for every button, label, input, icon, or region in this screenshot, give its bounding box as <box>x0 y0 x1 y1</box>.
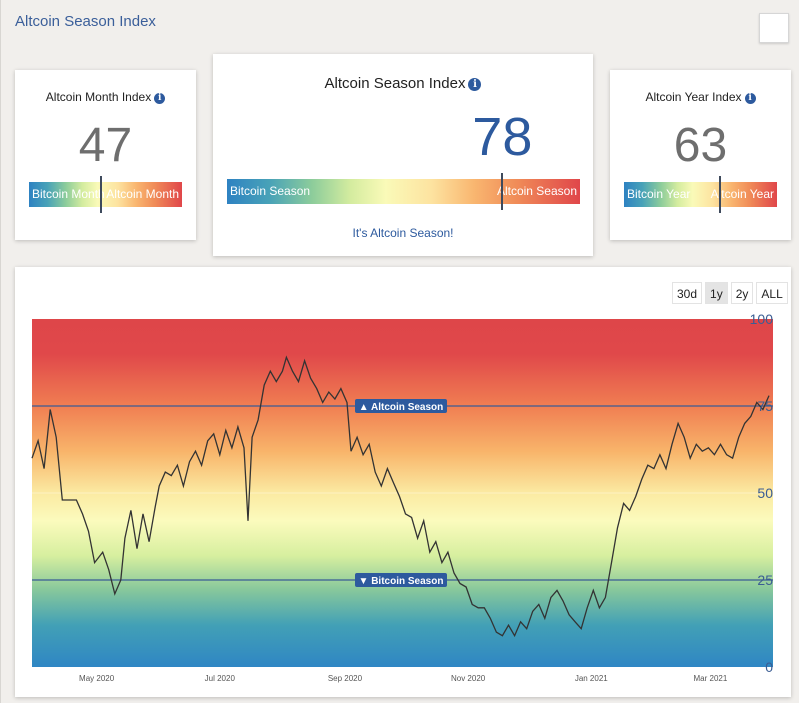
y-tick-label: 50 <box>757 485 773 501</box>
x-tick-label: Nov 2020 <box>451 674 486 683</box>
season-index-card: Altcoin Season Index i 78 Bitcoin Season … <box>213 54 593 256</box>
x-tick-label: Sep 2020 <box>328 674 363 683</box>
year-index-value: 63 <box>673 119 728 172</box>
month-index-title: Altcoin Month Index i <box>15 90 196 104</box>
range-2y-button[interactable]: 2y <box>730 282 754 304</box>
info-icon[interactable]: i <box>154 93 166 104</box>
info-icon[interactable]: i <box>468 78 482 91</box>
range-30d-button[interactable]: 30d <box>672 282 703 304</box>
x-tick-label: Jul 2020 <box>205 674 236 683</box>
gauge-marker <box>719 176 722 213</box>
y-tick-label: 25 <box>757 572 773 588</box>
range-1y-button[interactable]: 1y <box>705 282 728 304</box>
range-all-button[interactable]: ALL <box>756 282 788 304</box>
x-tick-label: Mar 2021 <box>694 674 728 683</box>
range-selector: 30d 1y 2y ALL <box>672 282 788 304</box>
threshold-label-text: ▲ Altcoin Season <box>359 402 444 413</box>
threshold-label-text: ▼ Bitcoin Season <box>359 576 444 587</box>
gauge-right-label: Altcoin Year <box>710 187 774 201</box>
threshold-label: ▼ Bitcoin Season <box>355 573 447 587</box>
settings-button[interactable] <box>759 13 789 43</box>
season-index-title: Altcoin Season Index i <box>213 75 593 92</box>
page-title: Altcoin Season Index <box>15 13 156 30</box>
season-status-text: It's Altcoin Season! <box>352 226 454 240</box>
y-tick-label: 75 <box>757 398 773 414</box>
month-index-value: 47 <box>78 119 133 172</box>
x-tick-label: Jan 2021 <box>575 674 608 683</box>
season-index-gauge: Bitcoin Season Altcoin Season <box>227 173 580 210</box>
gauge-marker <box>501 173 504 210</box>
gauge-marker <box>99 176 102 213</box>
gauge-right-label: Altcoin Month <box>106 187 179 201</box>
gauge-left-label: Bitcoin Month <box>32 187 105 201</box>
month-index-card: Altcoin Month Index i 47 Bitcoin Month Al… <box>15 70 196 240</box>
chart-plot-background <box>32 319 773 667</box>
y-tick-label: 0 <box>765 659 773 675</box>
month-index-gauge: Bitcoin Month Altcoin Month <box>29 176 182 213</box>
season-index-value: 78 <box>472 107 533 167</box>
x-tick-label: May 2020 <box>79 674 115 683</box>
series-line <box>31 355 770 638</box>
y-tick-label: 100 <box>750 311 774 327</box>
year-index-gauge: Bitcoin Year Altcoin Year <box>624 176 777 213</box>
gauge-left-label: Bitcoin Season <box>230 184 311 198</box>
info-icon[interactable]: i <box>744 93 756 104</box>
year-index-title: Altcoin Year Index i <box>610 90 791 104</box>
gauge-right-label: Altcoin Season <box>496 184 577 198</box>
threshold-label: ▲ Altcoin Season <box>355 399 447 413</box>
year-index-card: Altcoin Year Index i 63 Bitcoin Year Altc… <box>610 70 791 240</box>
gauge-left-label: Bitcoin Year <box>627 187 691 201</box>
